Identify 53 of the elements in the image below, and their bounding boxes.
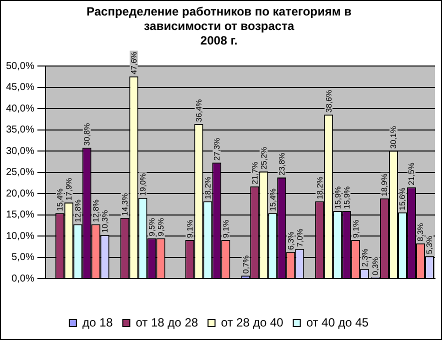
data-label: 10,3% <box>100 210 110 233</box>
y-tick-label: 50,0% <box>6 60 34 72</box>
data-label: 21,7% <box>250 162 260 184</box>
data-label: 9,1% <box>351 220 360 238</box>
data-label: 25,2% <box>259 146 268 170</box>
data-label: 36,4% <box>194 99 204 122</box>
data-label: 9,1% <box>221 220 230 238</box>
data-label: 12,8% <box>74 200 83 222</box>
data-label: 14,3% <box>120 193 130 216</box>
data-label: 18,2% <box>203 176 212 200</box>
data-label: 9,5% <box>147 218 156 236</box>
data-label: 12,8% <box>92 200 101 222</box>
legend-label: от 18 до 28 <box>136 315 198 330</box>
data-label: 47,6% <box>129 52 138 74</box>
data-label: 15,9% <box>342 186 352 210</box>
y-tick-label: 10,0% <box>6 230 34 242</box>
data-label: 18,2% <box>315 176 324 200</box>
data-label: 15,6% <box>398 188 408 210</box>
data-label: 0,3% <box>371 257 380 276</box>
data-label: 21,5% <box>407 162 416 186</box>
data-label: 17,9% <box>64 178 74 201</box>
y-tick-label: 5,0% <box>12 252 34 264</box>
data-label: 5,3% <box>425 236 434 254</box>
data-label: 15,9% <box>333 186 342 210</box>
data-label: 38,6% <box>324 90 334 113</box>
data-label: 15,4% <box>56 188 65 212</box>
legend-label: от 28 до 40 <box>221 315 284 330</box>
data-label: 27,3% <box>212 138 222 161</box>
data-label: 9,1% <box>185 220 194 238</box>
y-tick-label: 35,0% <box>6 124 34 136</box>
y-tick-label: 0,0% <box>12 273 34 284</box>
y-tick-label: 25,0% <box>6 167 34 178</box>
chart-title: Распределение работников по категориям в зависимости от возраста <box>86 4 352 33</box>
legend-label: до 18 <box>82 315 114 330</box>
legend-label: от 40 до 45 <box>306 315 369 330</box>
data-label: 19,0% <box>138 173 148 196</box>
data-label: 30,8% <box>82 123 92 146</box>
data-label: 9,5% <box>156 218 166 236</box>
y-tick-label: 40,0% <box>6 103 34 114</box>
data-label: 15,4% <box>268 188 278 212</box>
y-tick-label: 20,0% <box>6 188 34 200</box>
y-tick-label: 45,0% <box>6 82 34 94</box>
data-label: 2,3% <box>360 248 370 267</box>
data-label: 0,7% <box>241 255 250 274</box>
data-label: 7,0% <box>295 228 304 247</box>
data-label: 6,3% <box>286 232 296 250</box>
data-label: 30,1% <box>389 126 398 149</box>
y-tick-label: 15,0% <box>6 210 34 221</box>
data-label: 8,3% <box>416 223 426 242</box>
data-label: 18,9% <box>380 174 390 196</box>
chart-subtitle: 2008 г. <box>200 33 238 48</box>
data-label: 23,8% <box>277 152 286 176</box>
y-tick-label: 30,0% <box>6 146 34 157</box>
